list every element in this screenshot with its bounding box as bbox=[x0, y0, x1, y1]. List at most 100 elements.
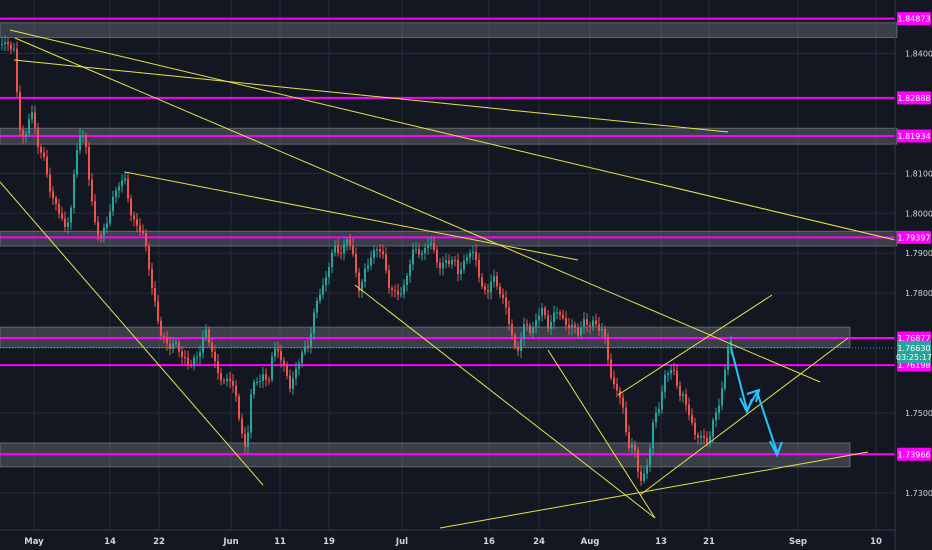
candle bbox=[697, 432, 699, 445]
candle-body bbox=[97, 221, 99, 236]
candle bbox=[580, 320, 582, 340]
candle bbox=[88, 142, 90, 187]
candle bbox=[10, 41, 12, 54]
candle-body bbox=[442, 262, 444, 269]
candle bbox=[637, 446, 639, 479]
candle bbox=[130, 194, 132, 222]
candle-body bbox=[397, 290, 399, 295]
candle-body bbox=[394, 289, 396, 291]
candle-body bbox=[325, 277, 327, 286]
candle bbox=[574, 321, 576, 334]
candle bbox=[61, 206, 63, 221]
candle bbox=[355, 247, 357, 278]
candle-body bbox=[319, 294, 321, 301]
candle bbox=[586, 313, 588, 333]
candle bbox=[103, 223, 105, 243]
candle-body bbox=[499, 286, 501, 295]
candle-body bbox=[430, 243, 432, 245]
current-price-tag bbox=[897, 340, 931, 363]
candle bbox=[481, 273, 483, 290]
candle-body bbox=[565, 318, 567, 325]
candle bbox=[589, 321, 591, 334]
candle-body bbox=[304, 346, 306, 353]
candle-body bbox=[52, 191, 54, 198]
candle bbox=[682, 391, 684, 403]
bar-countdown-label: 03:25:17 bbox=[896, 353, 932, 362]
price-zone bbox=[0, 230, 898, 247]
trendlines bbox=[0, 29, 896, 529]
candle-body bbox=[685, 394, 687, 405]
candle-body bbox=[628, 431, 630, 449]
x-tick-label: Aug bbox=[581, 537, 600, 547]
trendline bbox=[14, 37, 821, 383]
candle-body bbox=[49, 174, 51, 192]
candle bbox=[310, 327, 312, 354]
candle bbox=[646, 458, 648, 479]
candle-body bbox=[340, 252, 342, 254]
candle bbox=[124, 171, 126, 185]
candle-body bbox=[268, 379, 270, 381]
candle bbox=[289, 369, 291, 393]
candle bbox=[235, 380, 237, 402]
candle bbox=[445, 253, 447, 269]
candle bbox=[664, 370, 666, 399]
candle-body bbox=[73, 174, 75, 208]
candle-body bbox=[598, 324, 600, 331]
candle bbox=[691, 408, 693, 426]
candle bbox=[475, 244, 477, 267]
candle bbox=[136, 212, 138, 233]
candle bbox=[64, 211, 66, 233]
candle bbox=[553, 305, 555, 330]
candle-body bbox=[544, 308, 546, 316]
candle bbox=[550, 315, 552, 335]
candle bbox=[67, 217, 69, 234]
candle bbox=[466, 253, 468, 265]
candle bbox=[676, 364, 678, 389]
candle bbox=[376, 246, 378, 258]
candle bbox=[307, 339, 309, 353]
projection-arrows bbox=[730, 347, 783, 458]
candle-body bbox=[28, 119, 30, 134]
candle bbox=[520, 332, 522, 358]
y-tick-label: 1.80000 bbox=[905, 209, 932, 218]
candle bbox=[490, 274, 492, 300]
candle-body bbox=[535, 320, 537, 328]
candle bbox=[205, 324, 207, 342]
candle-body bbox=[133, 215, 135, 220]
candle bbox=[415, 242, 417, 254]
candle-body bbox=[274, 348, 276, 357]
candle-body bbox=[43, 152, 45, 157]
x-tick-label: 11 bbox=[274, 537, 286, 547]
candle-body bbox=[148, 246, 150, 269]
candle bbox=[13, 42, 15, 53]
candle-body bbox=[298, 363, 300, 369]
candle bbox=[541, 302, 543, 322]
price-level-label: 1.81934 bbox=[897, 132, 930, 141]
candle bbox=[94, 194, 96, 225]
candle-body bbox=[589, 324, 591, 327]
candle-body bbox=[190, 364, 192, 366]
candle-body bbox=[691, 415, 693, 423]
candle bbox=[1, 36, 3, 51]
candle bbox=[514, 332, 516, 350]
candle bbox=[442, 256, 444, 276]
candle-body bbox=[490, 281, 492, 293]
candle bbox=[400, 286, 402, 298]
candle bbox=[352, 238, 354, 257]
candle bbox=[712, 417, 714, 443]
candle-body bbox=[88, 146, 90, 180]
candle-body bbox=[586, 319, 588, 325]
candle-body bbox=[439, 262, 441, 269]
candle bbox=[163, 332, 165, 344]
candle bbox=[211, 337, 213, 358]
candle bbox=[316, 297, 318, 319]
candle-body bbox=[355, 254, 357, 273]
candle-body bbox=[91, 179, 93, 202]
candle-body bbox=[703, 435, 705, 439]
candle bbox=[55, 195, 57, 211]
candle-body bbox=[670, 369, 672, 374]
candle bbox=[229, 371, 231, 388]
candle-body bbox=[505, 297, 507, 308]
candle-body bbox=[427, 244, 429, 248]
